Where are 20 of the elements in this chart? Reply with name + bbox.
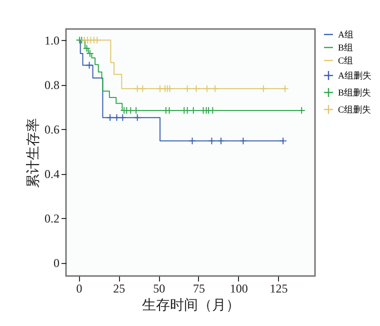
- x-tick-label: 50: [153, 282, 166, 296]
- y-axis-title: 累计生存率: [26, 118, 42, 188]
- y-tick-label: 0.6: [44, 122, 60, 137]
- x-tick-label: 125: [270, 282, 288, 296]
- x-axis-title: 生存时间（月）: [142, 298, 240, 314]
- legend-label: B组: [338, 42, 354, 52]
- x-tick-label: 0: [76, 282, 82, 296]
- y-tick-label: 0.4: [44, 167, 60, 182]
- x-tick-label: 75: [192, 282, 205, 296]
- y-tick-label: 0: [54, 256, 60, 270]
- legend-label: A组删失: [338, 70, 372, 80]
- legend-label: A组: [338, 30, 354, 40]
- legend-label: C组: [338, 56, 354, 66]
- y-tick-label: 1.0: [44, 34, 60, 48]
- y-tick-label: 0.8: [44, 78, 60, 92]
- y-tick-label: 0.2: [44, 212, 60, 226]
- legend-label: B组删失: [338, 88, 372, 98]
- x-tick-label: 100: [230, 282, 248, 296]
- legend-label: C组删失: [338, 104, 372, 114]
- x-tick-label: 25: [113, 282, 126, 296]
